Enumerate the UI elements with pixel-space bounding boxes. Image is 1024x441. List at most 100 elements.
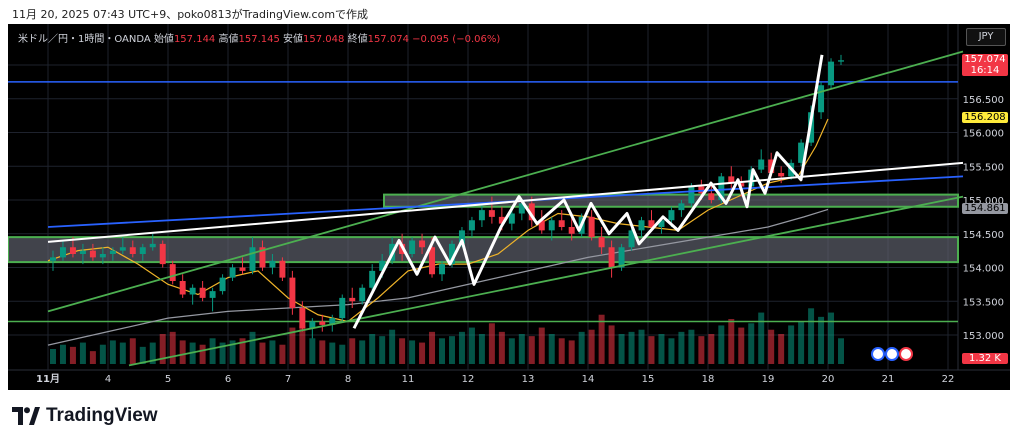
volume-bar [658, 334, 665, 364]
volume-bar [498, 331, 505, 364]
candle-body [129, 247, 136, 254]
volume-bar [698, 336, 705, 364]
candle-body [508, 213, 515, 224]
volume-bar [718, 325, 725, 364]
volume-bar [49, 349, 56, 364]
volume-badge-text: 1.32 K [968, 353, 1001, 364]
ma-value-badge-text: 156.208 [964, 112, 1006, 124]
candle-body [638, 220, 645, 231]
volume-bar [439, 338, 446, 364]
y-tick-label: 154.000 [963, 264, 1004, 275]
candle-body [249, 247, 256, 271]
volume-bar [199, 344, 206, 364]
volume-bar [339, 344, 346, 364]
candle-body [558, 220, 565, 227]
volume-bar [279, 344, 286, 364]
ma-slow-line [47, 208, 829, 346]
x-tick-label: 22 [942, 374, 955, 385]
volume-bar [808, 308, 815, 364]
candle-body [608, 247, 615, 268]
x-tick-label: 18 [702, 374, 715, 385]
volume-badge: 1.32 K [962, 353, 1008, 364]
candle-body [548, 220, 555, 231]
volume-bar [448, 336, 455, 364]
event-flag-icon [899, 347, 913, 361]
candle-body [289, 277, 296, 308]
candle-body [818, 85, 825, 113]
green-trendline [47, 50, 964, 313]
volume-bar [289, 327, 296, 364]
candle-body [409, 240, 416, 254]
candle-body [309, 321, 316, 329]
open-label: 始値 [153, 34, 174, 45]
candle-body [349, 297, 356, 302]
candle-body [119, 247, 126, 251]
volume-bar [568, 340, 575, 364]
volume-bar [219, 342, 226, 364]
volume-bar [738, 327, 745, 364]
symbol-header: 米ドル／円・1時間・OANDA 始値157.144 高値157.145 安値15… [18, 30, 500, 45]
volume-bar [319, 340, 326, 364]
candle-body [488, 210, 495, 217]
candle-body [698, 186, 705, 194]
open-value: 157.144 [173, 34, 216, 45]
volume-bar [778, 334, 785, 364]
x-tick-label: 14 [582, 374, 595, 385]
volume-bar [758, 312, 765, 364]
candle-body [828, 61, 835, 86]
candle-body [319, 321, 326, 325]
volume-bar [349, 338, 356, 364]
candle-body [598, 237, 605, 248]
event-flag-icon [885, 347, 899, 361]
volume-bar [508, 338, 515, 364]
candle-body [708, 193, 715, 200]
volume-bar [458, 331, 465, 364]
volume-bar [518, 334, 525, 364]
high-value: 157.145 [238, 34, 280, 45]
candle-body [838, 60, 845, 62]
x-tick-label: 7 [285, 374, 291, 385]
volume-bar [109, 340, 116, 364]
x-tick-label: 6 [225, 374, 231, 385]
volume-bar [139, 346, 146, 364]
candle-body [678, 203, 685, 211]
x-tick-label: 8 [345, 374, 351, 385]
volume-bar [99, 344, 106, 364]
y-tick-label: 156.500 [963, 95, 1004, 106]
y-tick-label: 153.000 [963, 331, 1004, 342]
volume-bar [708, 334, 715, 364]
candle-body [419, 240, 426, 248]
volume-bar [788, 325, 795, 364]
event-flag-icon [871, 347, 885, 361]
change-value: −0.095 (−0.06%) [412, 34, 501, 45]
candle-body [668, 210, 675, 221]
price-chart[interactable]: 157.000156.500156.000155.500155.000154.5… [8, 24, 1010, 390]
currency-button[interactable]: JPY [966, 28, 1006, 46]
candle-body [658, 220, 665, 227]
candle-body [468, 220, 475, 231]
candle-body [199, 287, 206, 298]
volume-bar [598, 314, 605, 364]
x-tick-label: 5 [165, 374, 171, 385]
x-tick-label: 12 [462, 374, 475, 385]
x-tick-label: 21 [882, 374, 895, 385]
chart-frame[interactable]: 157.000156.500156.000155.500155.000154.5… [8, 24, 1010, 390]
volume-bar [528, 336, 535, 364]
candle-body [429, 247, 436, 275]
volume-bar [588, 329, 595, 364]
candle-body [718, 176, 725, 200]
candle-body [648, 220, 655, 227]
line-value-badge: 154.861 [962, 203, 1008, 215]
x-tick-label: 19 [762, 374, 775, 385]
candle-body [758, 159, 765, 170]
low-label: 安値 [283, 34, 304, 45]
volume-bar [429, 331, 436, 364]
y-tick-label: 154.500 [963, 230, 1004, 241]
candle-body [279, 260, 286, 278]
volume-bar [678, 331, 685, 364]
tradingview-logo-icon [12, 407, 40, 425]
y-tick-label: 155.000 [963, 196, 1004, 207]
candle-body [798, 142, 805, 163]
x-tick-label: 13 [522, 374, 535, 385]
candle-body [99, 254, 106, 258]
